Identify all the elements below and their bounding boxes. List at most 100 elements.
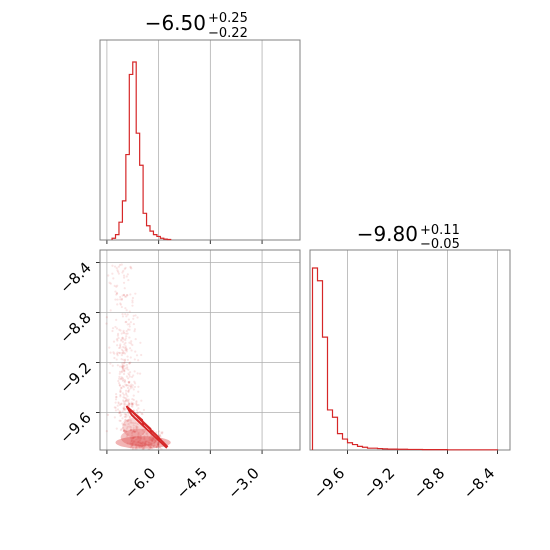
sample-point	[123, 420, 126, 423]
sample-point	[124, 358, 127, 361]
sample-point	[132, 430, 135, 433]
sample-point	[143, 430, 146, 434]
sample-point	[155, 431, 158, 434]
sample-point	[119, 389, 122, 392]
sample-point	[149, 446, 152, 449]
contour-level-3	[125, 405, 145, 429]
sample-point	[127, 404, 130, 407]
sample-point	[125, 315, 128, 318]
sample-point	[149, 438, 152, 441]
sample-point	[123, 407, 126, 410]
sample-point	[123, 379, 126, 382]
sample-point	[141, 442, 144, 445]
sample-point	[127, 278, 130, 282]
sample-point	[132, 440, 136, 443]
sample-point	[142, 445, 145, 448]
sample-point	[124, 345, 127, 348]
sample-point	[105, 322, 108, 325]
sample-point	[158, 430, 161, 433]
sample-point	[121, 336, 124, 339]
sample-point	[111, 364, 114, 367]
sample-point	[131, 447, 134, 450]
sample-point	[126, 323, 129, 326]
sample-point	[134, 314, 137, 317]
sample-point	[155, 444, 158, 447]
sample-point	[122, 372, 126, 376]
sample-point	[129, 429, 132, 432]
sample-point	[122, 293, 126, 297]
sample-point	[130, 349, 133, 352]
sample-point	[127, 402, 131, 405]
sample-point	[135, 425, 139, 428]
sample-point	[130, 401, 133, 404]
sample-point	[119, 295, 122, 299]
sample-point	[109, 351, 112, 354]
sample-point	[127, 377, 130, 380]
sample-point	[118, 365, 122, 368]
sample-point	[143, 436, 146, 439]
sample-point	[123, 412, 126, 415]
sample-point	[122, 364, 125, 367]
sample-point	[109, 309, 112, 312]
sample-point	[126, 328, 130, 331]
sample-point	[119, 390, 122, 393]
sample-point	[134, 292, 137, 295]
sample-point	[132, 317, 135, 320]
sample-point	[148, 435, 152, 438]
sample-point	[126, 395, 129, 398]
sample-point	[138, 436, 141, 440]
sample-point	[119, 414, 122, 418]
sample-point	[123, 403, 126, 406]
sample-point	[137, 445, 141, 448]
sample-point	[144, 443, 147, 446]
sample-point	[108, 281, 111, 284]
sample-point	[123, 364, 126, 367]
sample-point	[156, 443, 160, 446]
sample-point	[122, 407, 125, 410]
sample-point	[138, 438, 142, 441]
sample-point	[133, 370, 136, 373]
sample-point	[121, 366, 124, 369]
sample-point	[123, 385, 126, 388]
sample-point	[122, 365, 125, 368]
title-x-main: −6.50	[145, 11, 206, 35]
sample-point	[121, 365, 124, 368]
sample-point	[150, 443, 154, 446]
sample-point	[116, 352, 119, 356]
sample-point	[137, 390, 140, 393]
sample-point	[115, 291, 119, 295]
sample-point	[119, 419, 122, 422]
sample-point	[129, 385, 133, 388]
sample-point	[120, 365, 124, 368]
sample-point	[115, 395, 118, 398]
sample-point	[124, 380, 127, 383]
sample-point	[147, 441, 151, 445]
sample-point	[118, 383, 121, 387]
sample-point	[129, 419, 133, 422]
sample-point	[123, 361, 126, 364]
sample-point	[133, 358, 136, 361]
sample-point	[121, 410, 124, 413]
sample-point	[161, 431, 164, 434]
sample-point	[121, 349, 125, 353]
sample-point	[125, 294, 129, 297]
sample-point	[106, 413, 110, 416]
title-y-sup: +0.11	[420, 223, 460, 238]
sample-point	[137, 444, 140, 447]
sample-point	[123, 396, 126, 399]
sample-point	[150, 444, 153, 447]
sample-point	[124, 430, 127, 433]
sample-point	[125, 335, 128, 338]
sample-point	[142, 445, 146, 449]
sample-point	[154, 440, 157, 443]
sample-point	[132, 437, 135, 440]
sample-point	[129, 266, 132, 269]
sample-point	[133, 430, 136, 433]
sample-point	[129, 416, 132, 419]
sample-point	[127, 414, 130, 417]
sample-point	[133, 382, 137, 385]
sample-point	[135, 444, 138, 447]
sample-point	[127, 398, 130, 401]
sample-point	[109, 362, 112, 365]
sample-point	[120, 263, 123, 266]
